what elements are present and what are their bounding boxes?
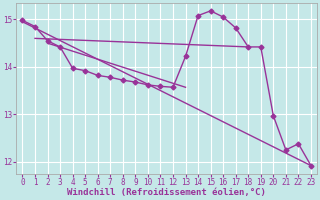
X-axis label: Windchill (Refroidissement éolien,°C): Windchill (Refroidissement éolien,°C) [67,188,266,197]
